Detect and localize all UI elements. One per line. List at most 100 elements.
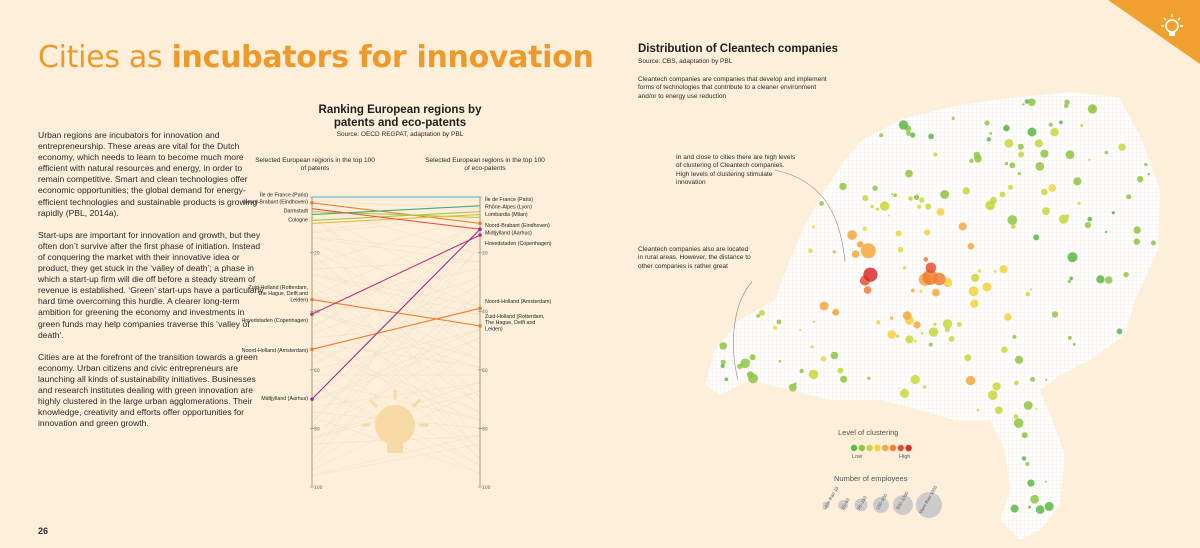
company-bubble <box>905 335 914 344</box>
legend-high: High <box>899 454 911 460</box>
company-bubble <box>920 331 924 335</box>
company-bubble <box>970 299 979 308</box>
bulb-glass <box>375 405 415 445</box>
company-bubble <box>880 201 890 211</box>
company-bubble <box>1035 162 1045 171</box>
company-bubble <box>976 408 980 412</box>
company-bubble <box>1012 334 1017 339</box>
background-line <box>311 316 481 414</box>
page-number: 26 <box>38 526 49 536</box>
tick-label: 80 <box>482 426 488 432</box>
company-bubble <box>1080 124 1084 127</box>
series-marker <box>478 233 482 237</box>
company-bubble <box>1034 139 1043 148</box>
series-label: Île de France (Paris) <box>484 196 533 203</box>
company-bubble <box>1027 479 1035 487</box>
company-bubble <box>922 385 927 389</box>
tick-label: 20 <box>482 251 488 257</box>
tick-label: 40 <box>482 309 488 315</box>
company-bubble <box>942 319 953 329</box>
series-marker <box>310 297 314 302</box>
company-bubble <box>1087 216 1093 222</box>
company-bubble <box>808 248 813 254</box>
company-bubble <box>1027 127 1037 137</box>
company-bubble <box>994 406 1003 415</box>
series-line <box>311 298 481 327</box>
company-bubble <box>908 196 913 201</box>
company-bubble <box>1118 143 1126 151</box>
company-bubble <box>737 363 743 370</box>
company-bubble <box>888 214 891 217</box>
series-label: The Hague, Delft and <box>258 291 308 297</box>
company-bubble <box>1051 311 1059 318</box>
tick-label: 60 <box>314 368 320 374</box>
series-label: Île de France (Paris) <box>259 192 308 199</box>
company-bubble <box>1014 380 1019 386</box>
company-bubble <box>1027 98 1036 107</box>
background-line <box>311 223 481 297</box>
bulb-base <box>387 443 403 453</box>
company-bubble <box>1028 505 1031 509</box>
company-bubble <box>720 359 726 365</box>
company-bubble <box>793 382 797 386</box>
company-bubble <box>1001 346 1008 353</box>
company-bubble <box>1017 143 1024 150</box>
company-bubble <box>1069 276 1073 281</box>
series-line <box>311 234 481 315</box>
legend-swatch <box>858 444 865 452</box>
company-bubble <box>917 204 922 209</box>
company-bubble <box>1013 414 1019 419</box>
company-bubble <box>778 359 782 363</box>
company-bubble <box>1029 288 1032 291</box>
company-bubble <box>913 194 920 200</box>
company-bubble <box>890 316 894 320</box>
company-bubble <box>856 241 864 248</box>
company-bubble <box>924 229 931 236</box>
company-bubble <box>925 262 937 274</box>
company-bubble <box>893 193 897 197</box>
company-bubble <box>999 191 1006 198</box>
company-bubble <box>839 182 847 191</box>
company-bubble <box>1096 275 1105 284</box>
company-bubble <box>832 250 836 254</box>
background-line <box>311 290 481 460</box>
series-marker <box>478 221 482 226</box>
company-bubble <box>810 345 814 349</box>
company-bubble <box>1048 184 1056 192</box>
body-text: Urban regions are incubators for innovat… <box>38 130 266 440</box>
legend-swatch <box>882 444 889 452</box>
company-bubble <box>1035 408 1038 410</box>
company-bubble <box>1067 279 1072 283</box>
company-bubble <box>837 367 844 374</box>
company-bubble <box>776 319 782 325</box>
company-bubble <box>1021 456 1027 461</box>
company-bubble <box>1010 224 1016 230</box>
series-marker <box>310 312 314 316</box>
company-bubble <box>1013 418 1024 428</box>
company-bubble <box>1050 128 1059 137</box>
company-bubble <box>1067 335 1072 340</box>
company-bubble <box>925 203 932 210</box>
company-bubble <box>832 310 836 315</box>
background-line <box>311 337 481 403</box>
company-bubble <box>984 120 990 126</box>
company-bubble <box>928 327 939 337</box>
background-line <box>311 348 481 422</box>
company-bubble <box>923 257 929 262</box>
company-bubble <box>1116 328 1123 335</box>
background-line <box>311 238 481 392</box>
series-label: Noord-Holland (Amsterdam) <box>485 299 551 305</box>
company-bubble <box>1133 238 1141 245</box>
company-bubble <box>799 328 802 331</box>
company-bubble <box>1004 139 1014 148</box>
company-bubble <box>1084 222 1091 229</box>
legend-size-circle <box>822 501 830 509</box>
company-bubble <box>746 371 754 379</box>
company-bubble <box>1064 99 1070 105</box>
company-bubble <box>749 354 756 361</box>
series-label: Hovedstaden (Copenhagen) <box>241 318 308 324</box>
company-bubble <box>1065 214 1070 218</box>
background-line <box>311 274 481 316</box>
series-label: Noord-Brabant (Eindhoven) <box>485 223 550 229</box>
